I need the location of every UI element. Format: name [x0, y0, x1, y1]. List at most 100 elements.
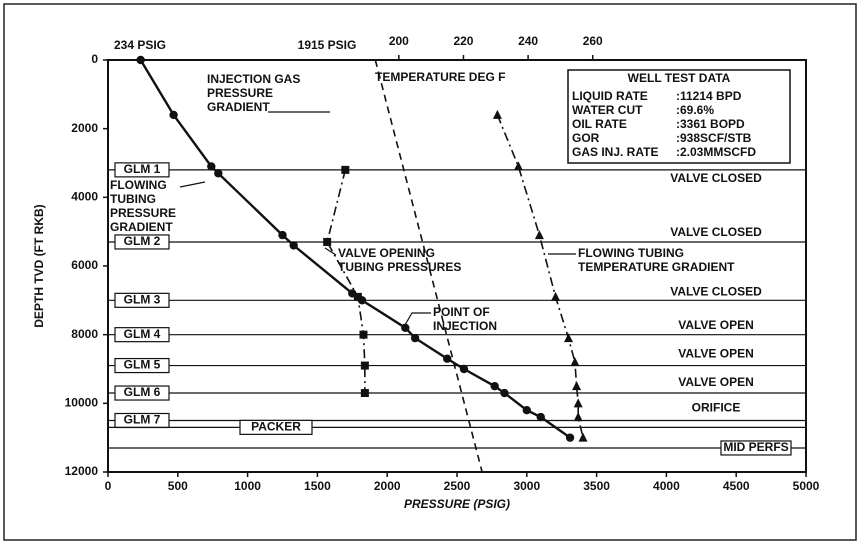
series-label-line: FLOWING TUBING [578, 246, 684, 260]
series-label: VALVE OPENING TUBING PRESSURES [338, 246, 461, 274]
point [500, 388, 509, 398]
mandrel-status: ORIFICE [692, 401, 741, 415]
mandrel-box [114, 292, 170, 308]
x-tick-label: 2500 [444, 479, 471, 493]
well-test-value: :3361 BOPD [676, 117, 745, 131]
annotation: 1915 PSIG [298, 38, 357, 52]
x-tick-label: 0 [105, 479, 112, 493]
mandrel-status: VALVE OPEN [678, 318, 754, 332]
mandrel-status: VALVE CLOSED [670, 171, 762, 185]
series-label-line: TEMPERATURE GRADIENT [578, 260, 735, 274]
series-label-line: INJECTION GAS [207, 72, 300, 86]
y-tick-label: 6000 [71, 258, 98, 272]
series-line [374, 59, 483, 473]
point [289, 241, 298, 250]
well-test-key: OIL RATE [572, 117, 627, 131]
point [573, 398, 583, 408]
well-test-value: :2.03MMSCFD [676, 145, 756, 159]
mandrel-label: GLM 5 [124, 358, 161, 372]
series-label-line: VALVE OPENING [338, 246, 435, 260]
x-tick-label: 3000 [513, 479, 540, 493]
well-test-value: :69.6% [676, 103, 714, 117]
mandrel-label: GLM 2 [124, 234, 161, 248]
x-tick-label: 1000 [234, 479, 261, 493]
point [572, 381, 582, 391]
mandrel-label: GLM 3 [124, 293, 161, 307]
series-line [496, 114, 584, 438]
well-test-value: :11214 BPD [676, 89, 742, 103]
y-tick-label: 8000 [71, 327, 98, 341]
x2-tick-label: 260 [583, 34, 603, 48]
x2-axis-title: TEMPERATURE DEG F [375, 70, 505, 84]
injection-arrow [401, 312, 431, 331]
point [207, 162, 216, 171]
leader-line [179, 181, 206, 188]
mandrel-status: VALVE CLOSED [670, 285, 762, 299]
point [565, 433, 575, 442]
point [534, 230, 544, 240]
series-label: FLOWING TUBING TEMPERATURE GRADIENT [578, 246, 735, 274]
series-label-line: FLOWING [110, 178, 167, 192]
x2-tick-label: 200 [389, 34, 409, 48]
annotation: POINT OF INJECTION [433, 305, 497, 333]
point [360, 361, 369, 370]
y-tick-label: 0 [91, 52, 98, 66]
point [578, 432, 588, 442]
point [278, 230, 287, 240]
x-tick-label: 4000 [653, 479, 680, 493]
mandrel-label: GLM 6 [124, 385, 161, 399]
x-axis-title: PRESSURE (PSIG) [404, 497, 510, 511]
annotation-line: INJECTION [433, 319, 497, 333]
well-test-box [567, 69, 791, 164]
point [169, 110, 178, 120]
y-tick-label: 2000 [71, 121, 98, 135]
point [492, 109, 502, 119]
point [214, 169, 223, 178]
mandrel-status: VALVE CLOSED [670, 225, 762, 239]
x-tick-label: 4500 [723, 479, 750, 493]
mandrel-box [114, 162, 170, 178]
well-test-key: GOR [572, 131, 600, 145]
x-tick-label: 3500 [583, 479, 610, 493]
series-label-line: GRADIENT [207, 100, 270, 114]
x2-tick-label: 240 [518, 34, 538, 48]
annotation: 234 PSIG [114, 38, 166, 52]
well-test-key: LIQUID RATE [572, 89, 648, 103]
well-test-title: WELL TEST DATA [628, 71, 731, 85]
point [353, 292, 362, 301]
y-axis-title: DEPTH TVD (FT RKB) [32, 204, 46, 327]
mandrel-label: GLM 7 [124, 413, 161, 427]
mandrel-box [114, 385, 170, 401]
y-tick-label: 10000 [65, 396, 99, 410]
perfs-box [720, 440, 792, 456]
point [443, 354, 452, 363]
packer-box [239, 419, 313, 435]
series-label-line: PRESSURE [207, 86, 273, 100]
point [410, 333, 420, 343]
packer-label: PACKER [251, 420, 301, 434]
mandrel-box [114, 327, 170, 343]
point [136, 55, 145, 65]
well-test-key: WATER CUT [572, 103, 643, 117]
series-label-line: TUBING [110, 192, 156, 206]
series-label-line: GRADIENT [110, 220, 173, 234]
well-test-key: GAS INJ. RATE [572, 145, 658, 159]
point [490, 381, 499, 391]
x-tick-label: 1500 [304, 479, 331, 493]
point [536, 412, 545, 422]
leader-line [324, 247, 337, 256]
page-frame [3, 3, 857, 541]
series-label-line: TUBING PRESSURES [338, 260, 461, 274]
mandrel-status: VALVE OPEN [678, 375, 754, 389]
point [522, 406, 531, 415]
point [563, 333, 573, 343]
series-label-line: PRESSURE [110, 206, 176, 220]
point [359, 330, 368, 339]
y-tick-label: 12000 [65, 464, 99, 478]
point [341, 165, 350, 174]
x2-tick-label: 220 [453, 34, 473, 48]
point [513, 161, 523, 171]
series-label: FLOWING TUBING PRESSURE GRADIENT [110, 178, 176, 234]
point [551, 291, 561, 301]
